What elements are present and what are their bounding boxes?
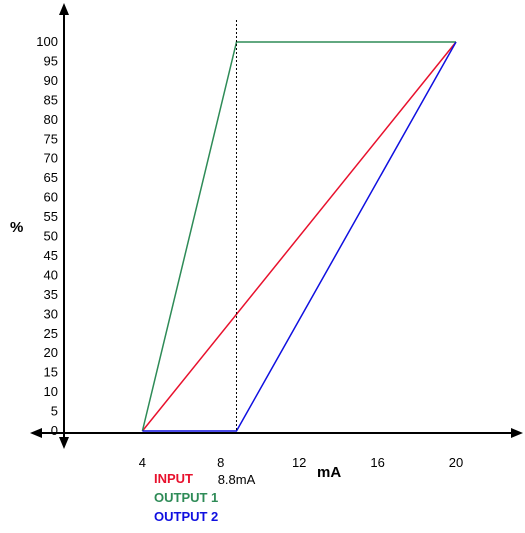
y-tick-labels: 0 5 10 15 20 25 30 35 40 45 50 55 60 65 70 75 80 85 90 95 10… [36, 34, 58, 438]
y-tick-label: 75 [44, 131, 58, 146]
legend-item: OUTPUT 1 [154, 490, 218, 505]
x-tick-label: 8 [217, 455, 224, 470]
x-tick-label: 4 [139, 455, 146, 470]
y-tick-label: 90 [44, 73, 58, 88]
y-tick-label: 30 [44, 306, 58, 321]
y-tick-label: 20 [44, 345, 58, 360]
y-tick-label: 0 [51, 423, 58, 438]
y-tick-label: 70 [44, 151, 58, 166]
x-tick-labels: 4 8 12 16 20 [139, 455, 463, 470]
x-tick-label: 20 [449, 455, 463, 470]
y-tick-label: 40 [44, 267, 58, 282]
annotation-label: 8.8mA [218, 472, 256, 487]
y-tick-label: 60 [44, 190, 58, 205]
x-axis-label: mA [317, 464, 341, 481]
series-line-output-2 [142, 41, 457, 432]
y-tick-label: 5 [51, 404, 58, 419]
y-tick-label: 95 [44, 53, 58, 68]
y-tick-label: 65 [44, 170, 58, 185]
y-tick-label: 15 [44, 365, 58, 380]
y-tick-label: 25 [44, 326, 58, 341]
legend-item: OUTPUT 2 [154, 509, 218, 524]
x-tick-label: 12 [292, 455, 306, 470]
x-axis-arrow-left [30, 428, 42, 438]
y-axis-arrow-bottom [59, 437, 69, 449]
y-axis-label: % [10, 219, 23, 236]
axes [30, 3, 523, 449]
x-tick-label: 16 [370, 455, 384, 470]
y-tick-label: 50 [44, 229, 58, 244]
y-tick-label: 35 [44, 287, 58, 302]
y-tick-label: 80 [44, 112, 58, 127]
legend: INPUT OUTPUT 1 OUTPUT 2 [154, 471, 218, 524]
x-axis-arrow-right [511, 428, 523, 438]
legend-item: INPUT [154, 471, 193, 486]
y-tick-label: 10 [44, 384, 58, 399]
y-axis-arrow-top [59, 3, 69, 15]
y-tick-label: 100 [36, 34, 58, 49]
series-lines [141, 41, 457, 432]
annotations: 8.8mA [218, 20, 256, 487]
y-tick-label: 55 [44, 209, 58, 224]
series-line-input [141, 41, 457, 432]
y-tick-label: 85 [44, 92, 58, 107]
y-tick-label: 45 [44, 248, 58, 263]
